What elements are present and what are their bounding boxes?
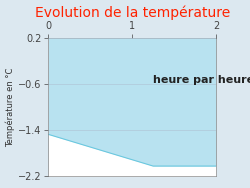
Text: heure par heure: heure par heure bbox=[153, 75, 250, 85]
Y-axis label: Température en °C: Température en °C bbox=[6, 68, 15, 147]
Title: Evolution de la température: Evolution de la température bbox=[34, 6, 230, 20]
